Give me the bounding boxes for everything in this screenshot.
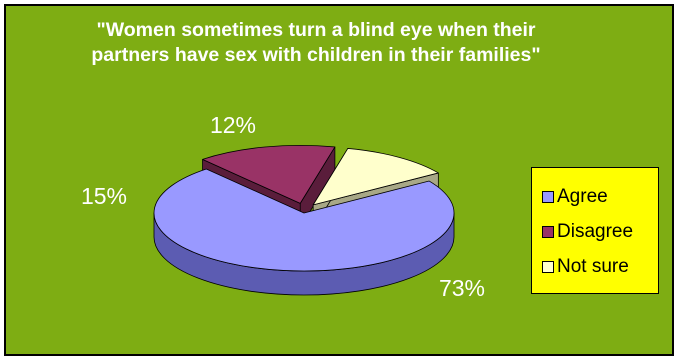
pie-slice-not-sure xyxy=(312,148,439,206)
data-label-agree: 73% xyxy=(439,275,485,301)
legend-label-disagree: Disagree xyxy=(557,220,634,242)
legend-swatch-agree xyxy=(542,190,554,203)
legend-item-not-sure: Not sure xyxy=(542,249,658,284)
legend-swatch-not-sure xyxy=(542,260,554,273)
chart-area: "Women sometimes turn a blind eye when t… xyxy=(4,4,674,356)
pie-slice-agree xyxy=(153,168,455,272)
legend-item-agree: Agree xyxy=(542,179,658,214)
legend-label-agree: Agree xyxy=(557,185,608,207)
data-label-disagree: 15% xyxy=(81,183,127,209)
pie-slice-disagree xyxy=(202,145,336,204)
pie-chart: 73% 15% 12% xyxy=(81,112,485,301)
data-label-not-sure: 12% xyxy=(210,112,256,138)
legend-swatch-disagree xyxy=(542,225,554,238)
legend: Agree Disagree Not sure xyxy=(531,167,659,294)
legend-label-not-sure: Not sure xyxy=(557,255,629,277)
legend-item-disagree: Disagree xyxy=(542,214,658,249)
chart-title: "Women sometimes turn a blind eye when t… xyxy=(91,19,541,66)
